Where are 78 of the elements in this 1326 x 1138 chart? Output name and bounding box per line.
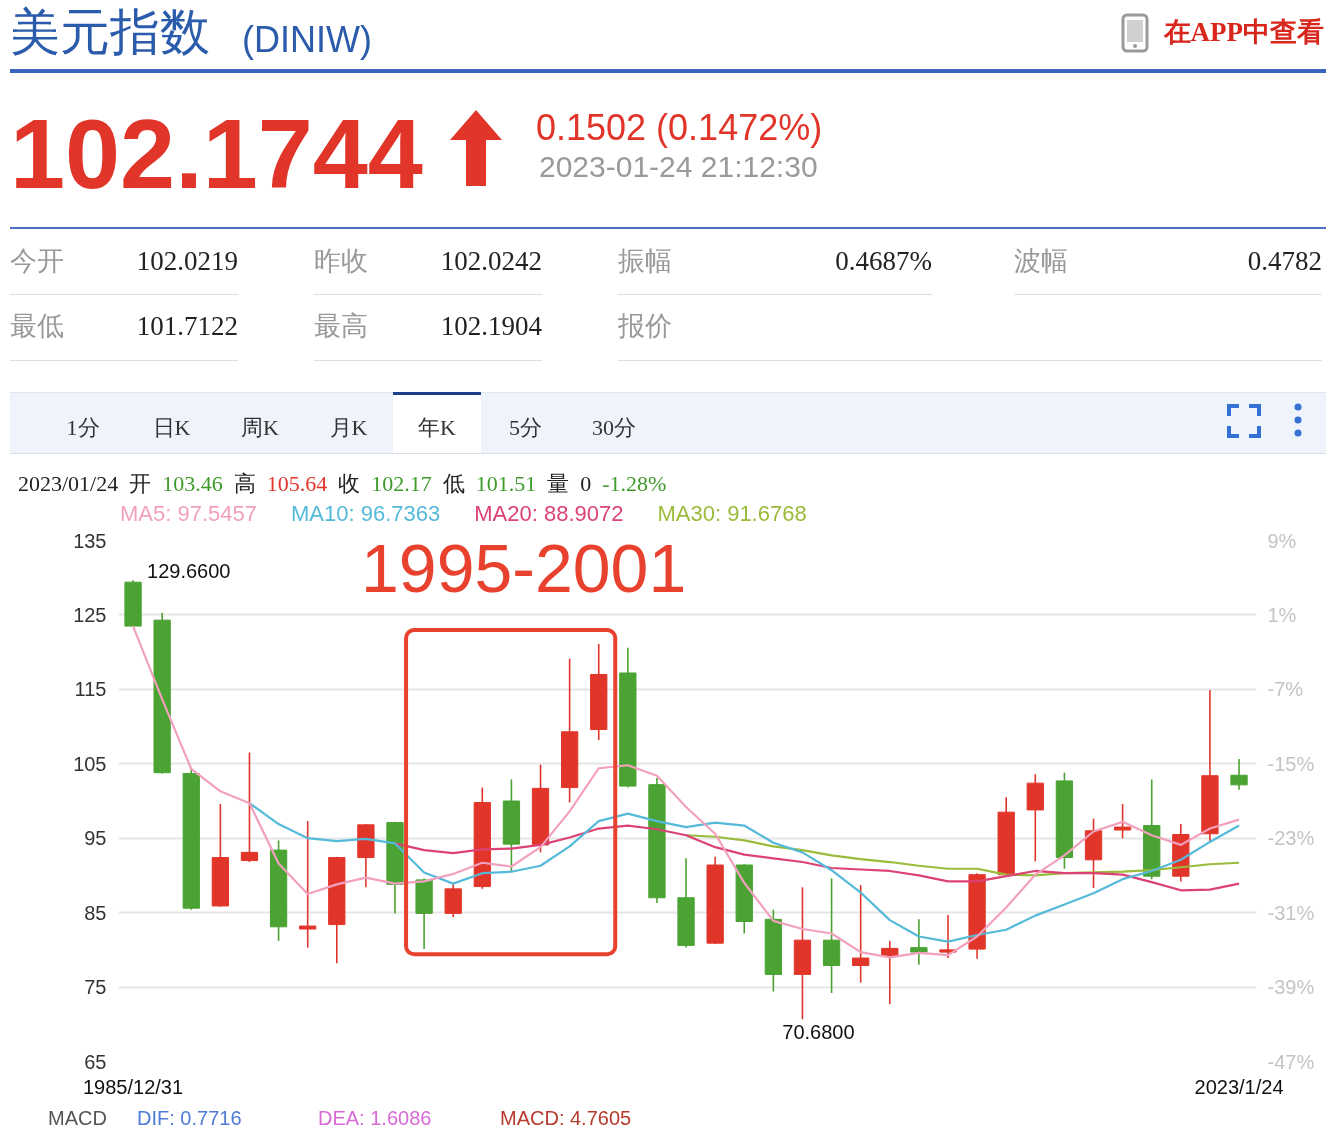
text: 1分 [65, 415, 101, 440]
text: 102.0242 [440, 246, 542, 276]
text: 开 [129, 471, 152, 496]
text: 102.1904 [440, 311, 542, 341]
text: 收 [338, 471, 361, 496]
text: 2023/01/24 [18, 471, 119, 496]
text: 最高 [314, 311, 368, 341]
candlestick [1230, 758, 1248, 791]
y-tick-label: 85 [84, 901, 107, 924]
x-tick-label: 1985/12/31 [83, 1075, 184, 1098]
text: 2023-01-24 21:12:30 [539, 150, 818, 183]
text: 最低 [10, 311, 64, 341]
text: 波幅 [1014, 246, 1068, 276]
candlestick [1113, 803, 1132, 840]
text: 低 [442, 471, 465, 496]
text: MACD: 4.7605 [500, 1107, 632, 1129]
text: 101.51 [475, 471, 537, 496]
y-tick-label: 95 [84, 827, 107, 850]
y2-tick-label: 1% [1267, 603, 1297, 626]
text: 量 [547, 471, 570, 496]
annotation: 1995-2001 [361, 529, 687, 606]
text: 105.64 [266, 471, 328, 496]
text: 103.46 [162, 471, 223, 496]
text: 30分 [591, 415, 637, 440]
text: MA30: 91.6768 [657, 501, 807, 526]
text: 今开 [10, 246, 64, 276]
y2-tick-label: -47% [1267, 1050, 1315, 1073]
text: 报价 [618, 311, 672, 341]
y2-tick-label: -31% [1267, 901, 1315, 924]
annotation: 129.6600 [147, 560, 231, 583]
text: MACD [48, 1107, 107, 1129]
text: 102.0219 [136, 246, 238, 276]
candlestick [299, 820, 317, 949]
y-tick-label: 115 [74, 678, 107, 701]
y2-tick-label: -23% [1267, 827, 1315, 850]
text: 高 [233, 471, 256, 496]
text: 周K [240, 415, 280, 440]
text: 年K [417, 415, 457, 440]
text: 102.17 [371, 471, 432, 496]
text: 日K [151, 415, 192, 440]
candlestick [852, 884, 870, 984]
y-tick-label: 65 [84, 1050, 107, 1073]
text: 5分 [508, 415, 543, 440]
text: MA5: 97.5457 [120, 501, 257, 526]
chart-subtitle: (DINIW) [242, 19, 372, 60]
text: 昨收 [314, 246, 368, 276]
chart-title: 美元指数 [10, 4, 210, 60]
text: 102.1744 [10, 98, 423, 209]
text: 0.4782 [1247, 246, 1322, 276]
text: MA20: 88.9072 [474, 501, 624, 526]
text: DEA: 1.6086 [318, 1107, 432, 1129]
y2-tick-label: -15% [1267, 752, 1315, 775]
y2-tick-label: -7% [1267, 678, 1304, 701]
candlestick [910, 918, 928, 966]
text: 0.4687% [835, 246, 932, 276]
text: 振幅 [618, 246, 672, 276]
candlestick [240, 751, 259, 863]
text: 101.7122 [136, 311, 238, 341]
text: DIF: 0.7716 [137, 1107, 242, 1129]
line-series [248, 802, 1241, 943]
text: 0.1502 (0.1472%) [536, 107, 823, 148]
candlestick [881, 940, 899, 1005]
annotation: 70.6800 [782, 1021, 855, 1044]
line-series [131, 624, 1241, 959]
y2-tick-label: 9% [1267, 529, 1297, 552]
line-series [684, 834, 1241, 877]
x-tick-label: 2023/1/24 [1194, 1075, 1284, 1098]
candlestick [939, 914, 957, 959]
text: 月K [328, 415, 369, 440]
y-tick-label: 75 [84, 976, 107, 999]
y2-tick-label: -39% [1267, 976, 1315, 999]
text: -1.28% [602, 471, 667, 496]
text: 在APP中查看 [1163, 17, 1324, 47]
text: MA10: 96.7363 [290, 501, 441, 526]
y-tick-label: 125 [73, 603, 107, 626]
y-tick-label: 105 [73, 752, 107, 775]
text: 0 [580, 471, 592, 496]
y-tick-label: 135 [73, 529, 107, 552]
